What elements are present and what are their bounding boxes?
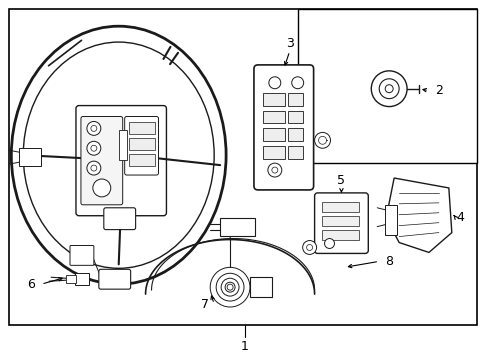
Circle shape: [91, 165, 97, 171]
Bar: [9, 9, 477, 325]
FancyBboxPatch shape: [99, 269, 131, 289]
Bar: [250, 277, 272, 297]
Circle shape: [272, 167, 278, 173]
Text: 6: 6: [27, 278, 35, 291]
Bar: [288, 111, 303, 123]
Circle shape: [292, 77, 304, 89]
Text: 7: 7: [201, 297, 209, 311]
Text: 4: 4: [457, 211, 465, 224]
Bar: [263, 93, 285, 105]
Bar: [19, 148, 41, 166]
Text: 2: 2: [435, 84, 443, 97]
Bar: [385, 205, 397, 235]
Bar: [321, 216, 359, 226]
Bar: [321, 230, 359, 239]
FancyBboxPatch shape: [81, 117, 122, 205]
Circle shape: [87, 141, 101, 155]
Bar: [263, 146, 285, 159]
Circle shape: [385, 85, 393, 93]
Circle shape: [87, 121, 101, 135]
FancyBboxPatch shape: [315, 193, 368, 253]
Bar: [288, 93, 303, 105]
Bar: [321, 202, 359, 212]
FancyBboxPatch shape: [124, 117, 158, 175]
Circle shape: [91, 145, 97, 151]
Polygon shape: [386, 178, 452, 252]
FancyBboxPatch shape: [70, 246, 94, 265]
Circle shape: [227, 284, 233, 290]
Circle shape: [318, 136, 326, 144]
Bar: [129, 154, 154, 166]
Circle shape: [91, 125, 97, 131]
Bar: [298, 9, 477, 163]
Bar: [129, 122, 154, 134]
Ellipse shape: [11, 26, 226, 284]
Circle shape: [371, 71, 407, 107]
Bar: [263, 111, 285, 123]
FancyBboxPatch shape: [104, 208, 136, 230]
Circle shape: [379, 79, 399, 99]
FancyBboxPatch shape: [254, 65, 314, 190]
Bar: [66, 275, 76, 283]
FancyBboxPatch shape: [76, 105, 167, 216]
Bar: [129, 138, 154, 150]
Ellipse shape: [23, 42, 214, 268]
Circle shape: [87, 161, 101, 175]
Text: 5: 5: [338, 174, 345, 186]
Circle shape: [303, 240, 317, 255]
Text: 3: 3: [286, 37, 294, 50]
Bar: [119, 130, 127, 160]
Circle shape: [315, 132, 331, 148]
Bar: [288, 146, 303, 159]
Circle shape: [268, 163, 282, 177]
Bar: [288, 129, 303, 141]
Circle shape: [269, 77, 281, 89]
Bar: [220, 218, 255, 235]
Circle shape: [93, 179, 111, 197]
Bar: [263, 129, 285, 141]
Text: 8: 8: [385, 255, 393, 268]
Circle shape: [307, 244, 313, 251]
Bar: [75, 273, 89, 285]
Circle shape: [324, 239, 335, 248]
Text: 1: 1: [241, 340, 249, 353]
